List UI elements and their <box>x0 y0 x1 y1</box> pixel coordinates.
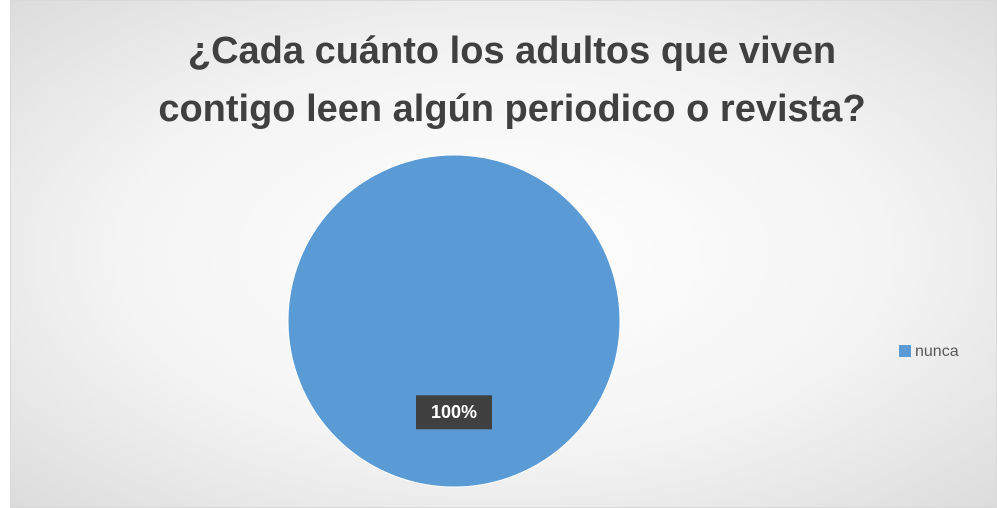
data-label-box <box>416 395 492 430</box>
pie-slice <box>287 154 621 488</box>
data-label: 100% <box>431 402 477 422</box>
legend-swatch <box>899 345 911 357</box>
legend-label: nunca <box>915 343 959 360</box>
chart-title: ¿Cada cuánto los adultos que viven conti… <box>158 30 866 130</box>
